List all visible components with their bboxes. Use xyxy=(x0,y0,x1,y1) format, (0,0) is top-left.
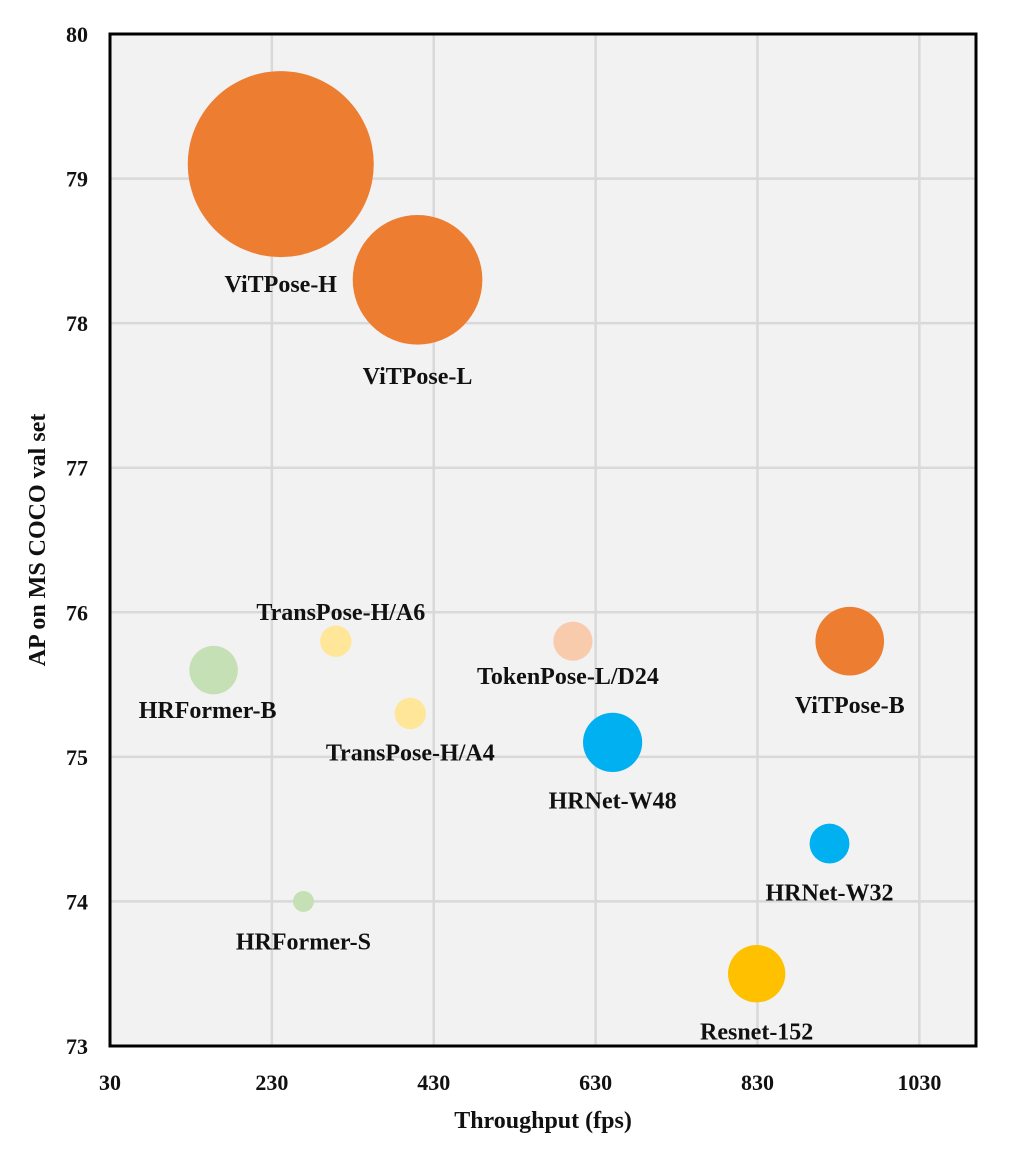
y-tick-label: 75 xyxy=(66,745,88,770)
label-vitpose-h: ViTPose-H xyxy=(225,272,338,298)
label-resnet-152: Resnet-152 xyxy=(700,1020,813,1046)
bubble-transpose-h-a6 xyxy=(320,625,352,657)
x-axis-title: Throughput (fps) xyxy=(454,1108,632,1134)
y-tick-labels: 73 74 75 76 77 78 79 80 xyxy=(66,22,88,1059)
x-tick-label: 30 xyxy=(99,1070,121,1095)
y-axis-title: AP on MS COCO val set xyxy=(25,414,51,667)
y-tick-label: 80 xyxy=(66,22,88,47)
label-hrformer-s: HRFormer-S xyxy=(236,929,371,955)
label-vitpose-b: ViTPose-B xyxy=(795,693,905,719)
bubble-hrnet-w32 xyxy=(809,823,850,864)
bubbles xyxy=(187,71,885,1003)
label-hrnet-w32: HRNet-W32 xyxy=(766,881,894,907)
bubble-vitpose-b xyxy=(815,606,885,676)
y-tick-label: 77 xyxy=(66,456,88,481)
label-transpose-h-a6: TransPose-H/A6 xyxy=(256,600,425,626)
grid-lines xyxy=(110,34,976,1046)
bubble-resnet-152 xyxy=(728,945,786,1003)
y-tick-label: 73 xyxy=(66,1034,88,1059)
plot-frame xyxy=(108,32,978,1048)
bubble-vitpose-l xyxy=(352,214,483,345)
y-tick-label: 78 xyxy=(66,311,88,336)
bubble-hrformer-b xyxy=(189,645,238,695)
bubble-vitpose-h xyxy=(187,71,374,258)
label-tokenpose-l-d24: TokenPose-L/D24 xyxy=(477,664,659,690)
bubble-labels: ViTPose-H ViTPose-L ViTPose-B TransPose-H/A… xyxy=(139,272,905,1046)
x-tick-label: 1030 xyxy=(897,1070,941,1095)
label-transpose-h-a4: TransPose-H/A4 xyxy=(326,740,495,766)
y-tick-label: 76 xyxy=(66,600,88,625)
label-hrformer-b: HRFormer-B xyxy=(139,698,277,724)
label-hrnet-w48: HRNet-W48 xyxy=(549,788,677,814)
x-tick-label: 630 xyxy=(579,1070,612,1095)
label-vitpose-l: ViTPose-L xyxy=(363,364,473,390)
x-tick-labels: 30 230 430 630 830 1030 xyxy=(99,1070,941,1095)
bubble-transpose-h-a4 xyxy=(394,697,426,730)
x-tick-label: 830 xyxy=(741,1070,774,1095)
x-tick-label: 430 xyxy=(417,1070,450,1095)
bubble-hrformer-s xyxy=(292,890,314,912)
bubble-hrnet-w48 xyxy=(583,712,643,772)
y-tick-label: 74 xyxy=(66,889,88,914)
bubble-tokenpose-l-d24 xyxy=(553,621,593,661)
y-tick-label: 79 xyxy=(66,167,88,192)
x-tick-label: 230 xyxy=(255,1070,288,1095)
